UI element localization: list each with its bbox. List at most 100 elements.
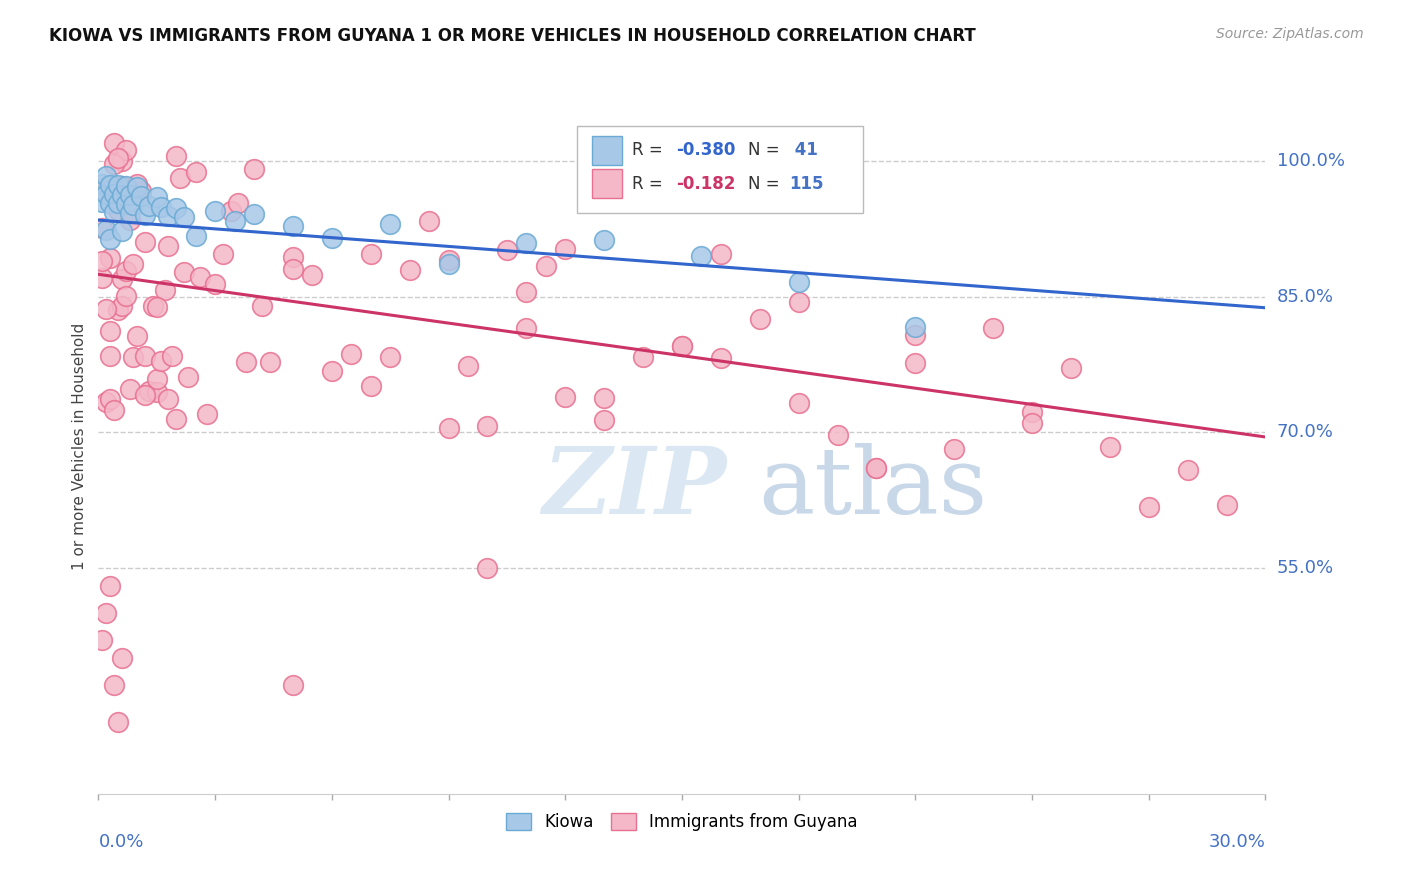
Point — [228, 196, 250, 211]
Point — [103, 403, 125, 417]
Point — [138, 199, 160, 213]
Point — [360, 246, 382, 260]
Point — [515, 236, 537, 251]
Point — [111, 272, 134, 286]
Point — [157, 210, 180, 224]
Point — [437, 253, 460, 268]
Point — [153, 283, 176, 297]
Point — [593, 391, 616, 405]
Point — [865, 461, 887, 475]
Point — [184, 229, 207, 244]
Point — [710, 246, 733, 260]
Text: atlas: atlas — [758, 442, 987, 533]
Point — [496, 243, 519, 257]
Point — [134, 235, 156, 249]
Point — [134, 349, 156, 363]
Point — [114, 264, 136, 278]
Text: 85.0%: 85.0% — [1277, 288, 1333, 306]
Point — [129, 185, 152, 199]
Point — [904, 356, 927, 370]
Point — [162, 350, 184, 364]
Point — [219, 204, 242, 219]
Point — [149, 200, 172, 214]
Text: 41: 41 — [789, 141, 818, 160]
Point — [224, 214, 246, 228]
Y-axis label: 1 or more Vehicles in Household: 1 or more Vehicles in Household — [72, 322, 87, 570]
Point — [321, 364, 343, 378]
Point — [250, 299, 273, 313]
Point — [904, 328, 927, 343]
Point — [127, 329, 149, 343]
Point — [111, 299, 134, 313]
Point — [593, 233, 616, 247]
Point — [165, 412, 187, 426]
Point — [118, 382, 141, 396]
Point — [259, 355, 281, 369]
Text: R =: R = — [631, 141, 668, 160]
Point — [146, 372, 169, 386]
Text: 0.0%: 0.0% — [98, 833, 143, 851]
Point — [457, 359, 479, 374]
Point — [96, 223, 118, 237]
Point — [96, 169, 118, 183]
Text: 70.0%: 70.0% — [1277, 424, 1333, 442]
Point — [787, 295, 810, 310]
Point — [477, 561, 499, 575]
Point — [107, 178, 129, 193]
Point — [96, 180, 118, 194]
Point — [195, 407, 218, 421]
Point — [91, 254, 114, 268]
Point — [91, 195, 114, 210]
Point — [107, 196, 129, 211]
Point — [340, 347, 363, 361]
Point — [437, 421, 460, 435]
Point — [118, 186, 141, 201]
Point — [943, 442, 966, 457]
Point — [129, 189, 152, 203]
Point — [103, 136, 125, 151]
Point — [1060, 361, 1083, 376]
Point — [127, 187, 149, 202]
Point — [91, 633, 114, 648]
Point — [107, 203, 129, 218]
Point — [122, 197, 145, 211]
Point — [281, 219, 304, 233]
Point — [554, 390, 576, 404]
Point — [281, 678, 304, 692]
Point — [142, 299, 165, 313]
Point — [204, 277, 226, 291]
Point — [184, 164, 207, 178]
Point — [96, 185, 118, 199]
Point — [243, 162, 266, 177]
Point — [321, 230, 343, 244]
Point — [122, 257, 145, 271]
Point — [111, 651, 134, 665]
Point — [96, 186, 118, 201]
Point — [98, 251, 121, 265]
Point — [107, 151, 129, 165]
Point — [904, 319, 927, 334]
Text: R =: R = — [631, 175, 668, 193]
Point — [380, 217, 402, 231]
Point — [114, 179, 136, 194]
Point — [157, 392, 180, 406]
Point — [418, 214, 440, 228]
Text: 55.0%: 55.0% — [1277, 559, 1334, 577]
Point — [146, 190, 169, 204]
Point — [204, 203, 226, 218]
Point — [98, 392, 121, 406]
Point — [1177, 463, 1199, 477]
Point — [787, 275, 810, 289]
Point — [301, 268, 323, 282]
Point — [243, 207, 266, 221]
Point — [165, 201, 187, 215]
Point — [710, 351, 733, 365]
Point — [1137, 500, 1160, 514]
Point — [149, 354, 172, 368]
Point — [169, 170, 191, 185]
Point — [631, 350, 654, 364]
Point — [1215, 498, 1237, 512]
Point — [671, 339, 693, 353]
Point — [515, 321, 537, 335]
Point — [146, 300, 169, 314]
